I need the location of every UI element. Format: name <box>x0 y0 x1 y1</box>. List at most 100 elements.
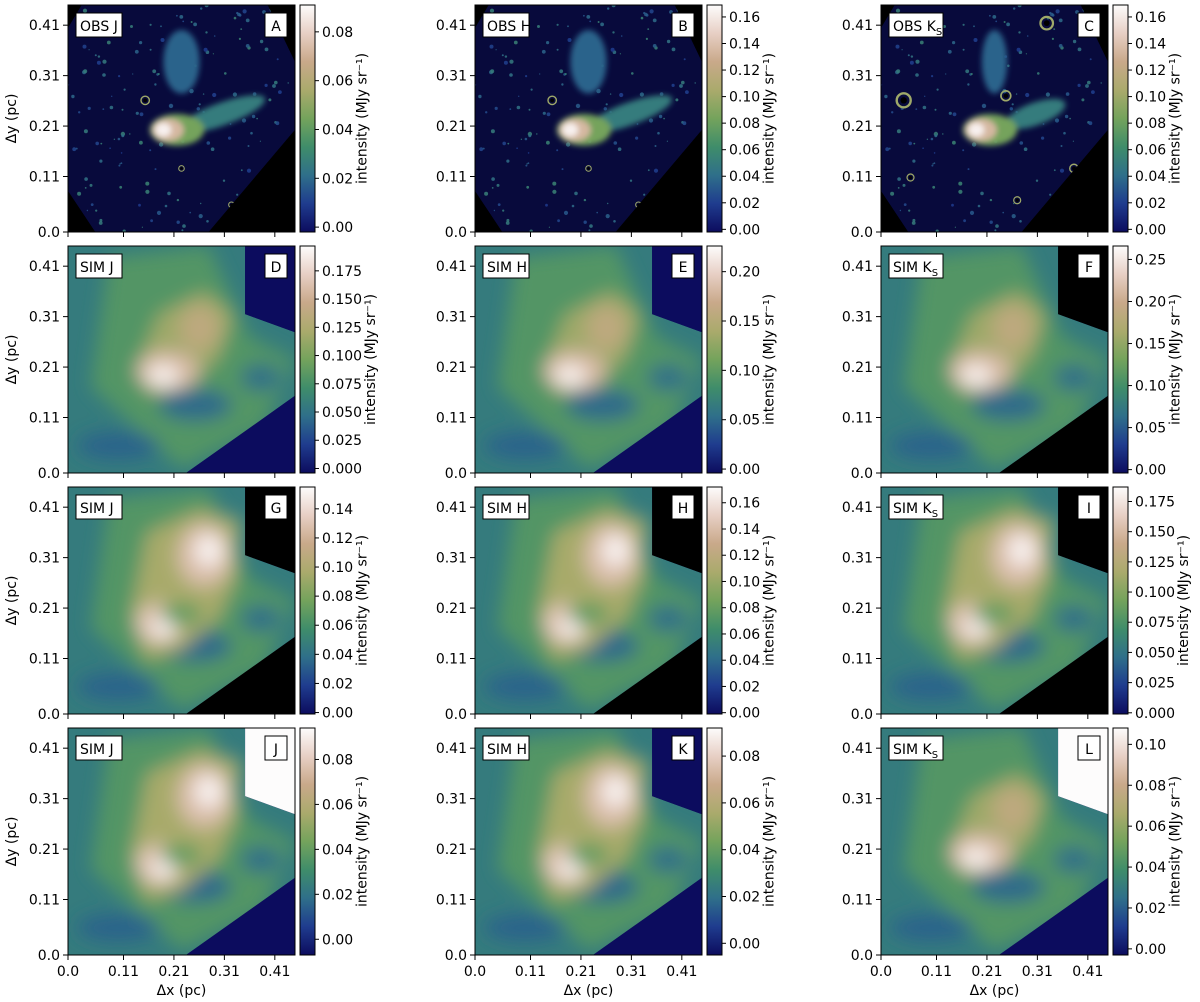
colorbar-label: intensity (MJy sr⁻¹) <box>762 294 778 425</box>
panel-a: OBS J A 0.0 0.11 0.21 0.31 0.41 Δy (pc) 0.00 0.02… <box>4 4 371 241</box>
y-tick-label: 0.0 <box>38 466 60 482</box>
svg-text:K: K <box>678 742 688 758</box>
colorbar-tick-label: 0.00 <box>1135 222 1166 238</box>
svg-text:D: D <box>271 260 282 276</box>
svg-text:G: G <box>271 501 282 517</box>
y-tick-label: 0.21 <box>842 601 873 617</box>
panel-j: SIM J J 0.0 0.11 0.21 0.31 0.41 0.0 0.11 0.21 0.31… <box>4 727 371 999</box>
colorbar: 0.00 0.02 0.04 0.06 0.08 0.10 0.12 0.14 0.16 inte… <box>706 486 778 722</box>
intensity-map <box>68 5 295 232</box>
intensity-map <box>475 728 702 955</box>
colorbar-tick-label: 0.100 <box>322 349 362 365</box>
y-axis-label: Δy (pc) <box>4 94 20 144</box>
svg-text:SIM J: SIM J <box>80 742 114 758</box>
y-tick-label: 0.0 <box>445 466 467 482</box>
colorbar-tick-label: 0.10 <box>729 363 760 379</box>
colorbar-tick-label: 0.050 <box>322 405 362 421</box>
intensity-map <box>881 728 1108 955</box>
band-label: SIM KS <box>888 494 944 520</box>
y-tick-label: 0.41 <box>842 500 873 516</box>
axes-frame <box>474 245 703 474</box>
colorbar-label: intensity (MJy sr⁻¹) <box>762 776 778 907</box>
band-label: SIM H <box>482 735 530 761</box>
x-tick-label: 0.11 <box>921 964 952 980</box>
svg-text:E: E <box>679 260 688 276</box>
axes-frame <box>880 486 1109 715</box>
y-tick-label: 0.0 <box>38 948 60 964</box>
svg-text:A: A <box>271 19 281 35</box>
colorbar-tick-label: 0.04 <box>729 843 760 859</box>
svg-text:SIM H: SIM H <box>487 742 527 758</box>
colorbar-tick-label: 0.025 <box>1135 676 1175 692</box>
band-label: SIM KS <box>888 253 944 279</box>
colorbar-tick-label: 0.075 <box>1135 615 1175 631</box>
y-tick-label: 0.21 <box>436 842 467 858</box>
colorbar: 0.00 0.02 0.04 0.06 0.08 0.10 0.12 0.14 intensit… <box>299 486 371 722</box>
colorbar-tick-label: 0.02 <box>729 679 760 695</box>
panel-letter-label: J <box>264 735 288 761</box>
panel-k: SIM H K 0.0 0.11 0.21 0.31 0.41 0.0 0.11 0.21 0.31… <box>436 727 778 999</box>
panel-letter-label: D <box>264 253 288 279</box>
x-tick-label: 0.31 <box>209 964 240 980</box>
y-tick-label: 0.31 <box>842 69 873 85</box>
y-tick-label: 0.41 <box>436 500 467 516</box>
svg-text:SIM KS: SIM KS <box>893 501 938 520</box>
colorbar-tick-label: 0.05 <box>1135 421 1166 437</box>
svg-text:SIM KS: SIM KS <box>893 260 938 279</box>
colorbar-label: intensity (MJy sr⁻¹) <box>355 535 371 666</box>
colorbar-tick-label: 0.14 <box>729 36 760 52</box>
colorbar-label: intensity (MJy sr⁻¹) <box>355 776 371 907</box>
y-tick-label: 0.21 <box>842 842 873 858</box>
colorbar-tick-label: 0.06 <box>729 796 760 812</box>
y-tick-label: 0.31 <box>842 551 873 567</box>
colorbar-tick-label: 0.04 <box>729 653 760 669</box>
axes-frame <box>880 727 1109 956</box>
colorbar-tick-label: 0.14 <box>729 522 760 538</box>
y-tick-label: 0.31 <box>436 69 467 85</box>
colorbar-tick-label: 0.08 <box>322 25 353 41</box>
colorbar-tick-label: 0.08 <box>729 601 760 617</box>
svg-text:OBS KS: OBS KS <box>893 19 942 38</box>
colorbar-tick-label: 0.08 <box>729 116 760 132</box>
colorbar-tick-label: 0.050 <box>1135 645 1175 661</box>
x-tick-label: 0.21 <box>158 964 189 980</box>
colorbar-tick-label: 0.15 <box>729 314 760 330</box>
y-axis-label: Δy (pc) <box>4 817 20 867</box>
colorbar-tick-label: 0.12 <box>729 63 760 79</box>
panel-l: SIM KS L 0.0 0.11 0.21 0.31 0.41 0.0 0.11 0.21 0.3… <box>842 727 1184 999</box>
panel-letter-label: G <box>264 494 288 520</box>
y-tick-label: 0.0 <box>445 707 467 723</box>
svg-text:H: H <box>678 501 689 517</box>
y-tick-label: 0.21 <box>29 119 60 135</box>
band-label: SIM J <box>75 494 123 520</box>
panel-letter-label: E <box>671 253 695 279</box>
colorbar-tick-label: 0.10 <box>1135 379 1166 395</box>
colorbar-tick-label: 0.06 <box>1135 143 1166 159</box>
y-tick-label: 0.31 <box>436 310 467 326</box>
colorbar-tick-label: 0.14 <box>1135 36 1166 52</box>
band-label: OBS J <box>75 12 123 38</box>
panel-letter-label: H <box>671 494 695 520</box>
band-label: OBS KS <box>888 12 944 38</box>
colorbar-tick-label: 0.02 <box>322 171 353 187</box>
y-tick-label: 0.41 <box>436 259 467 275</box>
panel-g: SIM J G 0.0 0.11 0.21 0.31 0.41 Δy (pc) 0.00 0.02… <box>4 486 371 723</box>
svg-text:SIM H: SIM H <box>487 501 527 517</box>
y-tick-label: 0.11 <box>436 893 467 909</box>
colorbar-tick-label: 0.08 <box>1135 778 1166 794</box>
colorbar: 0.000 0.025 0.050 0.075 0.100 0.125 0.150 0.175… <box>1112 486 1192 722</box>
colorbar-tick-label: 0.02 <box>322 676 353 692</box>
intensity-map <box>475 5 702 232</box>
y-tick-label: 0.31 <box>29 310 60 326</box>
y-tick-label: 0.0 <box>851 948 873 964</box>
intensity-map <box>68 487 295 714</box>
y-tick-label: 0.11 <box>29 170 60 186</box>
colorbar-tick-label: 0.10 <box>1135 737 1166 753</box>
colorbar-tick-label: 0.04 <box>1135 860 1166 876</box>
colorbar-tick-label: 0.16 <box>729 10 760 26</box>
y-tick-label: 0.11 <box>842 893 873 909</box>
y-tick-label: 0.41 <box>29 18 60 34</box>
